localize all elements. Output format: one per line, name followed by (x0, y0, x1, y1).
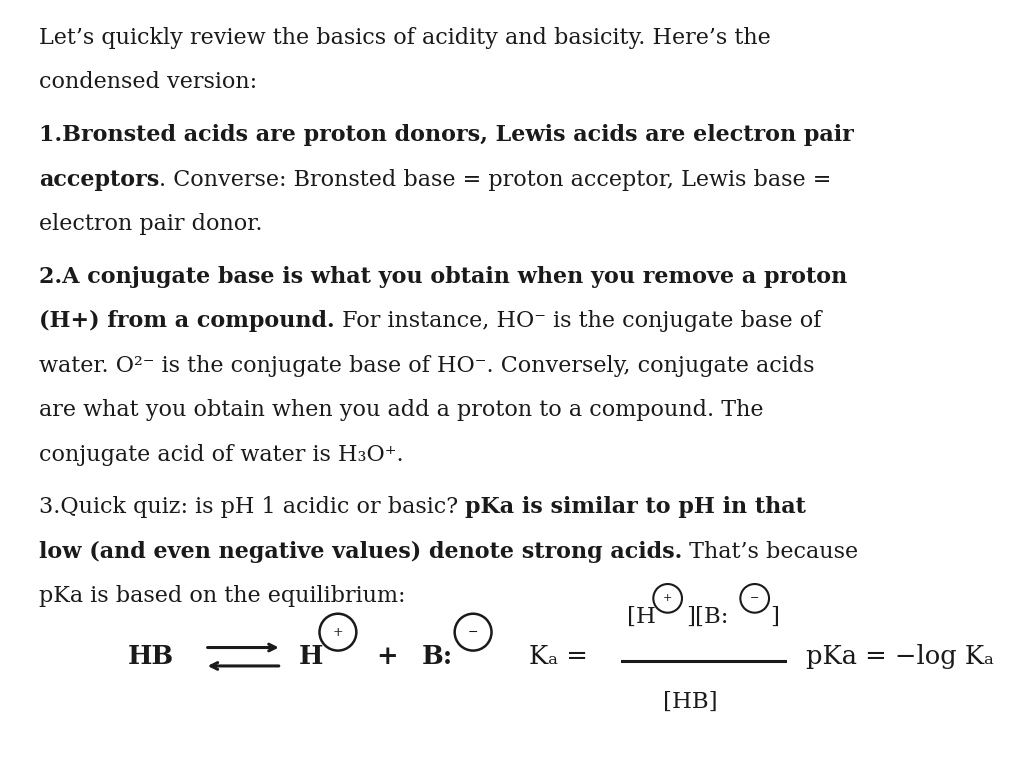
Text: conjugate acid of water is H₃O⁺.: conjugate acid of water is H₃O⁺. (39, 444, 403, 466)
Text: +: + (663, 594, 673, 604)
Text: 1.Bronsted acids are proton donors, Lewis acids are electron pair: 1.Bronsted acids are proton donors, Lewi… (39, 124, 854, 146)
Text: H: H (299, 644, 324, 669)
Text: Kₐ =: Kₐ = (529, 644, 588, 669)
Text: pKa is similar to pH in that: pKa is similar to pH in that (465, 496, 806, 518)
Text: +: + (333, 626, 343, 639)
Text: [HB]: [HB] (663, 691, 717, 713)
Text: That’s because: That’s because (682, 541, 858, 563)
Text: . Converse: Bronsted base = proton acceptor, Lewis base =: . Converse: Bronsted base = proton accep… (159, 168, 831, 190)
Text: HB: HB (128, 644, 174, 669)
Text: −: − (468, 626, 478, 639)
Text: For instance, HO⁻ is the conjugate base of: For instance, HO⁻ is the conjugate base … (335, 310, 821, 333)
Text: condensed version:: condensed version: (39, 71, 257, 94)
Text: low (and even negative values) denote strong acids.: low (and even negative values) denote st… (39, 541, 682, 563)
Text: electron pair donor.: electron pair donor. (39, 213, 262, 235)
Text: 2.A conjugate base is what you obtain when you remove a proton: 2.A conjugate base is what you obtain wh… (39, 266, 847, 288)
Text: Let’s quickly review the basics of acidity and basicity. Here’s the: Let’s quickly review the basics of acidi… (39, 27, 771, 49)
Text: acceptors: acceptors (39, 168, 159, 190)
Text: −: − (750, 594, 760, 604)
Text: pKa = −log Kₐ: pKa = −log Kₐ (806, 644, 994, 669)
Text: ]: ] (770, 605, 779, 627)
Text: +: + (376, 644, 397, 669)
Text: pKa is based on the equilibrium:: pKa is based on the equilibrium: (39, 585, 406, 607)
Text: water. O²⁻ is the conjugate base of HO⁻. Conversely, conjugate acids: water. O²⁻ is the conjugate base of HO⁻.… (39, 355, 814, 377)
Text: [H: [H (627, 605, 655, 627)
Text: ][B:: ][B: (686, 605, 729, 627)
Text: are what you obtain when you add a proton to a compound. The: are what you obtain when you add a proto… (39, 399, 764, 422)
Text: (H+) from a compound.: (H+) from a compound. (39, 310, 335, 333)
Text: B:: B: (422, 644, 454, 669)
Text: 3.Quick quiz: is pH 1 acidic or basic?: 3.Quick quiz: is pH 1 acidic or basic? (39, 496, 465, 518)
